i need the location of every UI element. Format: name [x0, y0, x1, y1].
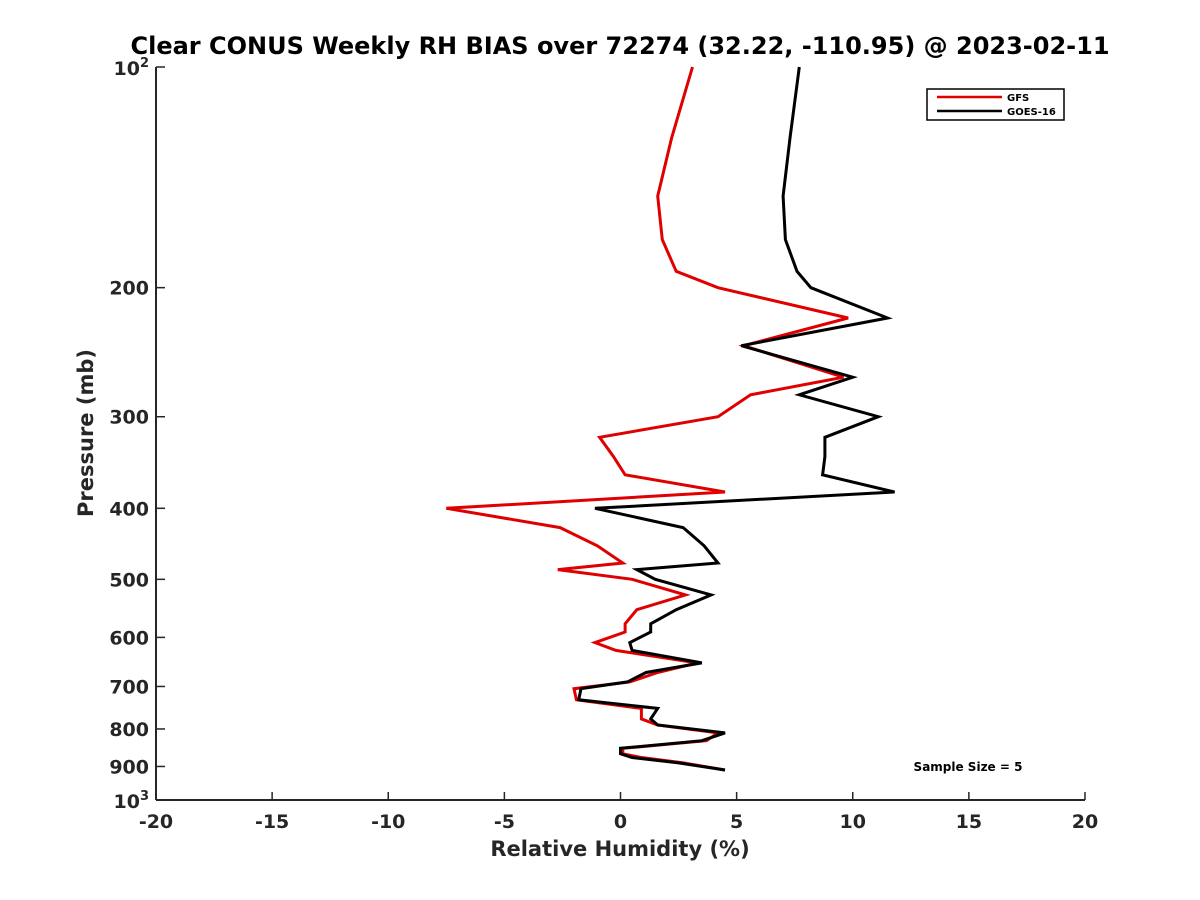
- y-tick-label-top-base: 10: [114, 58, 140, 80]
- series-line-goes-16: [576, 66, 895, 772]
- y-tick-label: 500: [109, 569, 149, 591]
- y-tick-label-bottom-base: 10: [114, 791, 140, 813]
- y-tick-label: 700: [109, 676, 149, 698]
- y-tick-label-bottom: 103: [114, 789, 150, 813]
- x-tick-label: 5: [730, 811, 743, 833]
- chart-title: Clear CONUS Weekly RH BIAS over 72274 (3…: [130, 32, 1109, 60]
- legend-label-goes16: GOES-16: [1007, 107, 1056, 118]
- legend-box: [926, 88, 1065, 121]
- y-tick-label: 900: [109, 756, 149, 778]
- sample-size-annotation: Sample Size = 5: [914, 760, 1023, 774]
- y-tick-label: 400: [109, 498, 149, 520]
- x-axis-label: Relative Humidity (%): [490, 837, 749, 861]
- x-tick-label: -15: [255, 811, 289, 833]
- y-tick-label-top: 102: [114, 56, 150, 80]
- x-tick-label: 0: [614, 811, 627, 833]
- y-tick-label: 300: [109, 407, 149, 429]
- y-ticks: 200 300 400 500 600 700 800 900: [109, 66, 165, 801]
- x-tick-label: -5: [494, 811, 515, 833]
- x-tick-label: 10: [840, 811, 866, 833]
- y-tick-label-bottom-exp: 3: [140, 789, 149, 804]
- y-tick-label: 200: [109, 278, 149, 300]
- y-tick-label-top-exp: 2: [140, 56, 149, 71]
- x-ticks: -20 -15 -10 -5 0 5 10 15 20: [139, 792, 1098, 833]
- x-tick-label: 15: [956, 811, 982, 833]
- series-layer: [446, 66, 895, 772]
- y-tick-label: 600: [109, 627, 149, 649]
- x-tick-label: 20: [1072, 811, 1098, 833]
- x-tick-label: -10: [371, 811, 405, 833]
- legend: GFS GOES-16: [926, 88, 1065, 121]
- y-axis-label: Pressure (mb): [74, 349, 98, 517]
- x-tick-label: -20: [139, 811, 173, 833]
- legend-label-gfs: GFS: [1007, 93, 1029, 104]
- y-tick-label: 800: [109, 719, 149, 741]
